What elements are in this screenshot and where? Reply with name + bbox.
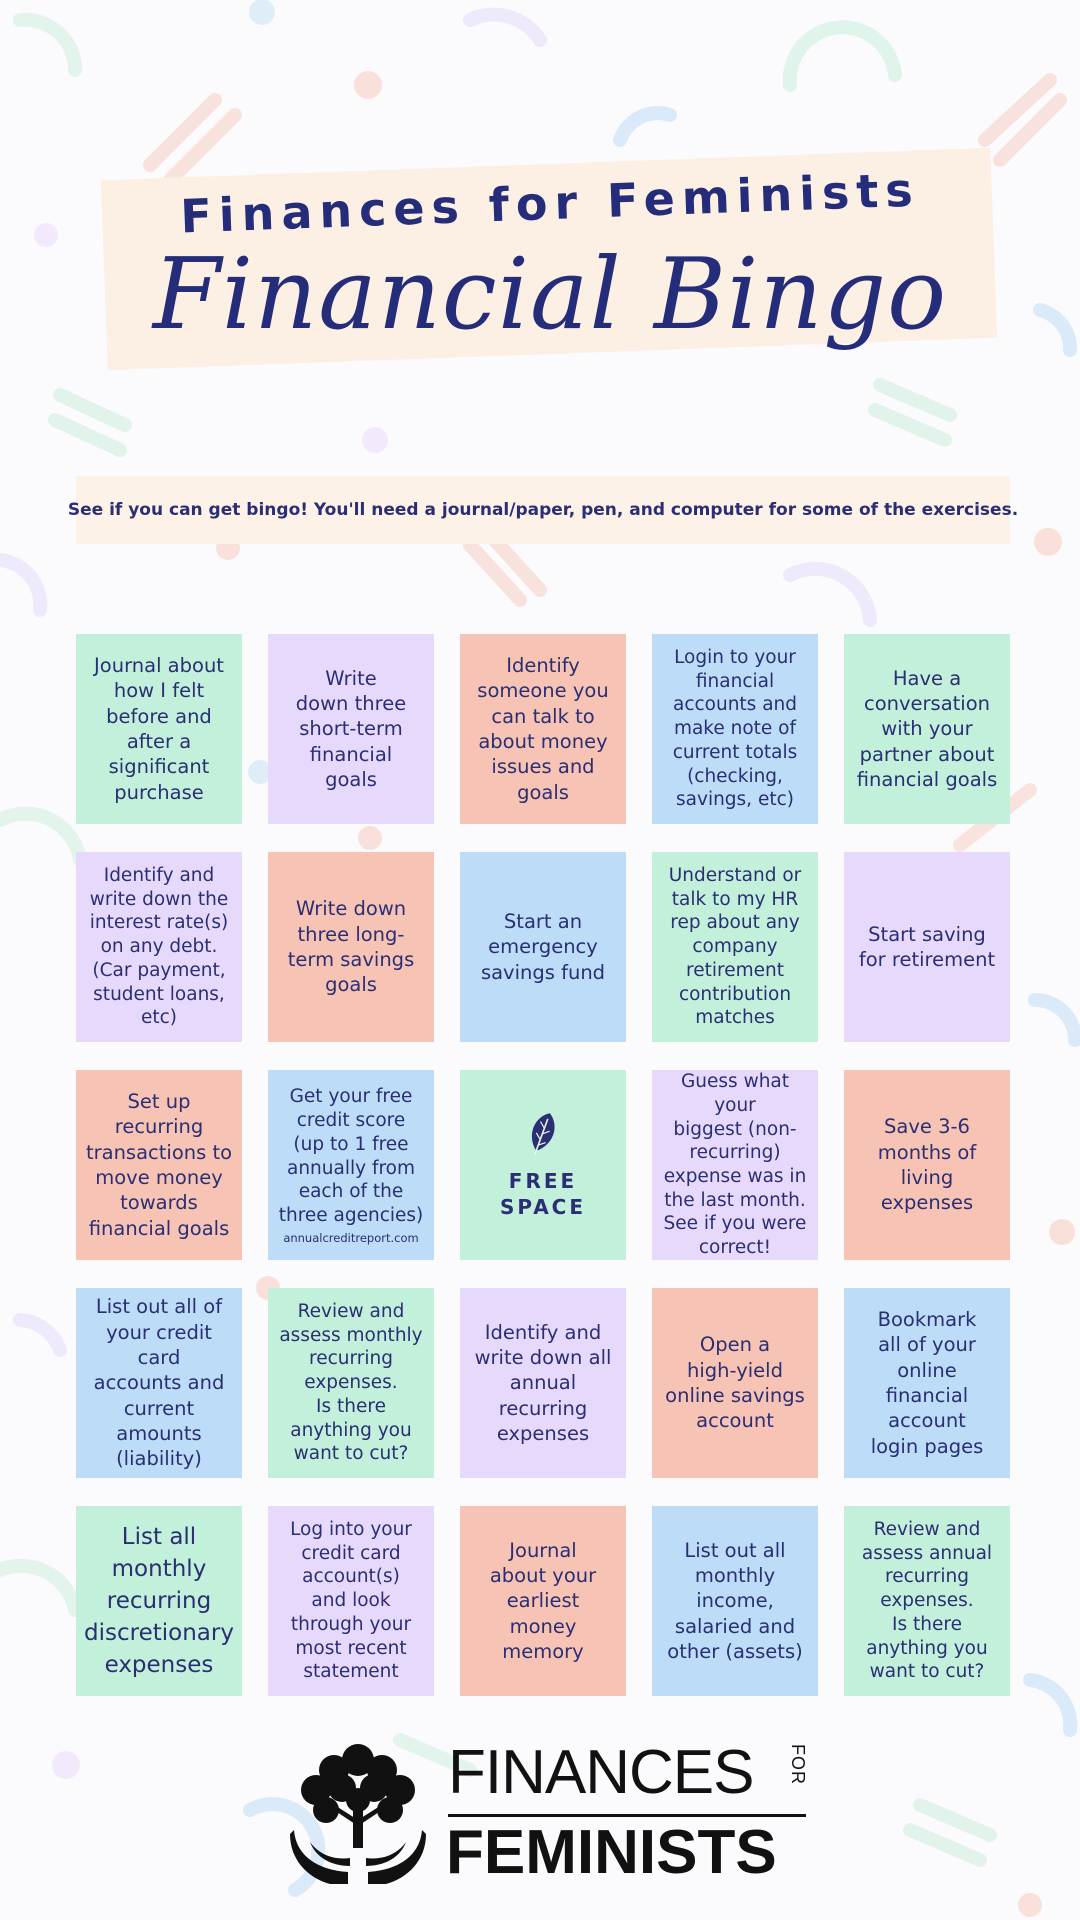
bingo-cell-text: Review and assess annual recurring expen… (861, 1519, 993, 1683)
bingo-cell-text: Start an emergency savings fund (480, 909, 606, 984)
bingo-cell-text: Open a high-yield online savings account (665, 1333, 805, 1433)
bingo-grid: Journal about how I felt before and afte… (76, 634, 1010, 1698)
bingo-cell: Have a conversation with your partner ab… (844, 634, 1010, 824)
bingo-cell: Start an emergency savings fund (460, 852, 626, 1042)
bingo-cell-text: Review and assess monthly recurring expe… (279, 1301, 423, 1465)
bingo-cell: Login to your financial accounts and mak… (652, 634, 818, 824)
bingo-cell: Identify and write down the interest rat… (76, 852, 242, 1042)
bingo-cell: Write down three short-term financial go… (268, 634, 434, 824)
logo-wordmark-for: FOR (788, 1744, 810, 1806)
bingo-cell-text: Save 3-6 months of living expenses (877, 1115, 977, 1215)
brand-logo: FINANCES FOR FEMINISTS (290, 1738, 810, 1888)
bingo-cell-text: List out all monthly income, salaried an… (667, 1538, 803, 1664)
tree-hands-icon (290, 1744, 426, 1884)
bingo-cell-text: Journal about your earliest money memory (489, 1538, 597, 1664)
bingo-cell: List all monthly recurring discretionary… (76, 1506, 242, 1696)
bingo-cell: List out all monthly income, salaried an… (652, 1506, 818, 1696)
free-space-cell: FREE SPACE (460, 1070, 626, 1260)
bingo-cell: Set up recurring transactions to move mo… (76, 1070, 242, 1260)
bingo-cell-text: Log into your credit card account(s) and… (290, 1519, 412, 1683)
bingo-cell-text: Understand or talk to my HR rep about an… (668, 865, 802, 1029)
free-space-label: FREE SPACE (499, 1169, 587, 1219)
bingo-cell: Identify someone you can talk to about m… (460, 634, 626, 824)
bingo-cell-text: Have a conversation with your partner ab… (856, 666, 998, 792)
bingo-cell: Get your free credit score (up to 1 free… (268, 1070, 434, 1260)
bingo-cell-text: Login to your financial accounts and mak… (672, 647, 798, 811)
bingo-cell: Review and assess annual recurring expen… (844, 1506, 1010, 1696)
bingo-cell: Bookmark all of your online financial ac… (844, 1288, 1010, 1478)
bingo-cell: Save 3-6 months of living expenses (844, 1070, 1010, 1260)
title-block: Finances for Feminists Financial Bingo (100, 128, 1000, 386)
bingo-cell: Open a high-yield online savings account (652, 1288, 818, 1478)
bingo-cell-text: Identify and write down the interest rat… (89, 865, 229, 1029)
bingo-cell: List out all of your credit card account… (76, 1288, 242, 1478)
bingo-cell-text: Journal about how I felt before and afte… (94, 653, 224, 804)
bingo-cell-text: List all monthly recurring discretionary… (84, 1523, 234, 1679)
bingo-cell: Log into your credit card account(s) and… (268, 1506, 434, 1696)
bingo-cell-text: Write down three long- term savings goal… (287, 897, 415, 997)
bingo-cell: Write down three long- term savings goal… (268, 852, 434, 1042)
bingo-cell: Identify and write down all annual recur… (460, 1288, 626, 1478)
page-subtitle: Financial Bingo (152, 238, 948, 352)
bingo-cell: Review and assess monthly recurring expe… (268, 1288, 434, 1478)
instructions-text: See if you can get bingo! You'll need a … (67, 500, 1019, 520)
logo-divider (448, 1814, 806, 1817)
bingo-cell: Journal about your earliest money memory (460, 1506, 626, 1696)
logo-for-text: FOR (788, 1744, 808, 1785)
bingo-cell-text: Identify someone you can talk to about m… (477, 653, 609, 804)
instructions-banner: See if you can get bingo! You'll need a … (68, 476, 1018, 544)
bingo-cell-text: Bookmark all of your online financial ac… (870, 1307, 984, 1458)
bingo-cell-text: Write down three short-term financial go… (295, 666, 407, 792)
logo-wordmark-bottom: FEMINISTS (446, 1818, 777, 1887)
bingo-cell: Understand or talk to my HR rep about an… (652, 852, 818, 1042)
logo-wordmark-top: FINANCES (448, 1738, 754, 1807)
bingo-cell-text: Set up recurring transactions to move mo… (85, 1089, 233, 1240)
bingo-cell-text: Start saving for retirement (858, 922, 996, 971)
bingo-cell: Guess what your biggest (non- recurring)… (652, 1070, 818, 1260)
bingo-cell-text: List out all of your credit card account… (93, 1295, 225, 1471)
bingo-cell: Start saving for retirement (844, 852, 1010, 1042)
leaf-icon (531, 1113, 555, 1155)
bingo-cell-text: Identify and write down all annual recur… (474, 1320, 612, 1446)
bingo-cell-text: Get your free credit score (up to 1 free… (278, 1086, 424, 1226)
website-note: annualcreditreport.com (283, 1230, 419, 1245)
bingo-cell: Journal about how I felt before and afte… (76, 634, 242, 824)
bingo-cell-text: Guess what your biggest (non- recurring)… (663, 1071, 807, 1259)
